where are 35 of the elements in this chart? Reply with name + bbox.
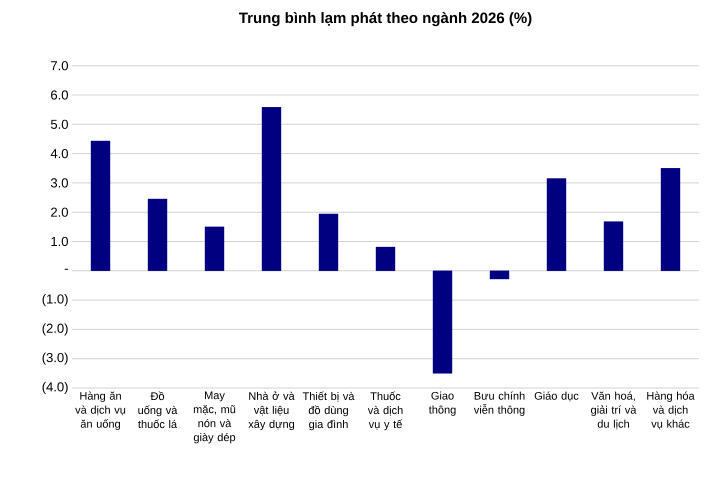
x-tick-label: Hàng hóa và dịch vụ khác xyxy=(647,392,695,430)
x-tick-label: Hàng ăn và dịch vụ ăn uống xyxy=(75,392,126,430)
x-tick-label: Văn hoá, giải trí và du lịch xyxy=(591,392,636,430)
x-tick-label: Thiết bị và đồ dùng gia đình xyxy=(302,392,354,430)
y-tick-label: (3.0) xyxy=(42,352,68,365)
y-tick-label: (4.0) xyxy=(42,382,68,394)
bar xyxy=(376,246,396,271)
x-tick-label: May mặc, mũ nón và giày dép xyxy=(194,392,236,444)
bar xyxy=(604,221,624,271)
y-tick-label: 3.0 xyxy=(50,178,68,188)
y-tick-label: 1.0 xyxy=(51,236,68,246)
bar xyxy=(204,226,224,271)
y-tick-label: (2.0) xyxy=(42,323,68,336)
x-tick-label: Giao thông xyxy=(428,392,456,416)
bar xyxy=(262,107,282,271)
x-tick-label: Bưu chính viễn thông xyxy=(474,392,524,416)
x-tick-label: Thuốc và dịch vụ y tế xyxy=(368,392,402,430)
y-tick-label: 7.0 xyxy=(51,61,68,70)
x-tick-label: Nhà ở và vật liệu xây dựng xyxy=(248,392,295,430)
bar xyxy=(546,178,566,271)
bar xyxy=(90,140,110,271)
bar xyxy=(432,270,452,374)
y-tick-label: 4.0 xyxy=(50,148,68,158)
chart-title: Trung bình lạm phát theo ngành 2026 (%) xyxy=(239,12,532,26)
bar xyxy=(490,270,510,280)
x-tick-label: Đồ uống và thuốc lá xyxy=(138,392,178,428)
bar xyxy=(318,214,338,271)
y-tick-label: 6.0 xyxy=(51,90,68,100)
y-tick-label: 2.0 xyxy=(51,208,68,217)
bar xyxy=(148,198,168,271)
y-tick-label: (1.0) xyxy=(42,294,68,306)
bar xyxy=(660,168,680,271)
y-tick-label: 5.0 xyxy=(50,120,68,129)
x-tick-label: Giáo dục xyxy=(534,392,579,402)
y-tick-label: - xyxy=(64,268,68,270)
